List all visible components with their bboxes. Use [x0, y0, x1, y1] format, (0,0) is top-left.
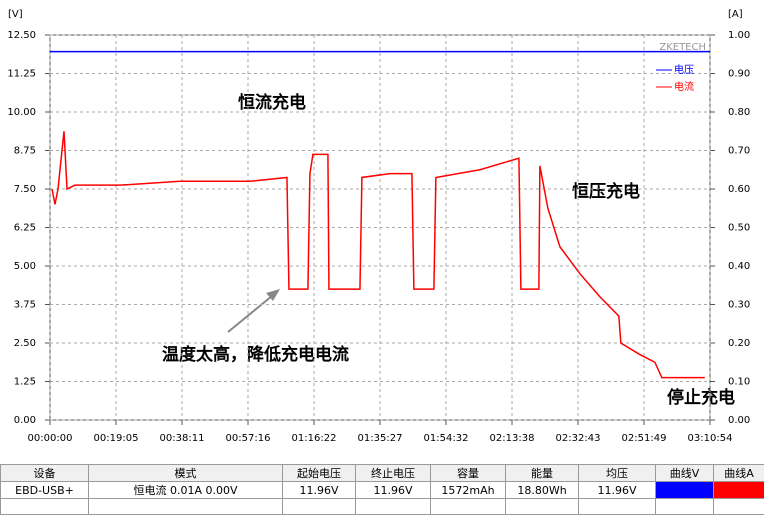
header-cell: 曲线A [714, 465, 764, 482]
y-tick-label: 5.00 [14, 261, 36, 272]
y2-tick-label: 0.20 [728, 338, 750, 349]
x-tick-label: 00:38:11 [160, 433, 205, 444]
y2-tick-label: 0.90 [728, 69, 750, 80]
y2-tick-label: 0.50 [728, 223, 750, 234]
y2-tick-label: 0.10 [728, 377, 750, 388]
legend-label: 电压 [674, 63, 694, 76]
cell: EBD-USB+ [1, 482, 89, 499]
x-tick-label: 00:19:05 [94, 433, 139, 444]
annotation: 停止充电 [667, 387, 735, 408]
x-tick-label: 02:32:43 [556, 433, 601, 444]
cell: 1572mAh [431, 482, 506, 499]
y-tick-label: 2.50 [14, 338, 36, 349]
x-tick-label: 02:51:49 [622, 433, 667, 444]
y2-tick-label: 0.60 [728, 184, 750, 195]
header-cell: 能量 [506, 465, 579, 482]
x-tick-label: 01:35:27 [358, 433, 403, 444]
header-cell: 容量 [431, 465, 506, 482]
legend-label: 电流 [674, 80, 694, 93]
header-cell: 设备 [1, 465, 89, 482]
x-tick-label: 00:00:00 [28, 433, 73, 444]
cell: 恒电流 0.01A 0.00V [89, 482, 283, 499]
curve-color[interactable] [656, 482, 714, 499]
x-tick-label: 00:57:16 [226, 433, 271, 444]
cell: 18.80Wh [506, 482, 579, 499]
chart: [V] [A] ZKETECH 恒流充电 恒压充电 温度太高，降低充电电流 停止… [0, 0, 764, 462]
cell: 11.96V [283, 482, 356, 499]
y2-tick-label: 0.30 [728, 300, 750, 311]
header-cell: 起始电压 [283, 465, 356, 482]
y2-unit: [A] [728, 9, 743, 20]
header-cell: 曲线V [656, 465, 714, 482]
y-tick-label: 11.25 [7, 69, 36, 80]
x-tick-label: 01:16:22 [292, 433, 337, 444]
header-cell: 均压 [579, 465, 656, 482]
y2-tick-label: 0.80 [728, 107, 750, 118]
y-tick-label: 3.75 [14, 300, 36, 311]
annotation: 恒压充电 [572, 181, 640, 202]
y-tick-label: 8.75 [14, 146, 36, 157]
y-tick-label: 0.00 [14, 415, 36, 426]
header-cell: 终止电压 [356, 465, 431, 482]
y2-tick-label: 0.40 [728, 261, 750, 272]
empty-row [1, 499, 764, 515]
y-unit: [V] [8, 9, 23, 20]
y2-tick-label: 0.70 [728, 146, 750, 157]
y-tick-label: 7.50 [14, 184, 36, 195]
cell: 11.96V [356, 482, 431, 499]
y-tick-label: 1.25 [14, 377, 36, 388]
cell: 11.96V [579, 482, 656, 499]
curve-color[interactable] [714, 482, 764, 499]
header-cell: 模式 [89, 465, 283, 482]
y2-tick-label: 1.00 [728, 30, 750, 41]
x-tick-label: 02:13:38 [490, 433, 535, 444]
y-tick-label: 10.00 [7, 107, 36, 118]
x-tick-label: 03:10:54 [688, 433, 733, 444]
y-tick-label: 12.50 [7, 30, 36, 41]
annotation: 温度太高，降低充电电流 [162, 344, 349, 365]
y2-tick-label: 0.00 [728, 415, 750, 426]
x-tick-label: 01:54:32 [424, 433, 469, 444]
y-tick-label: 6.25 [14, 223, 36, 234]
